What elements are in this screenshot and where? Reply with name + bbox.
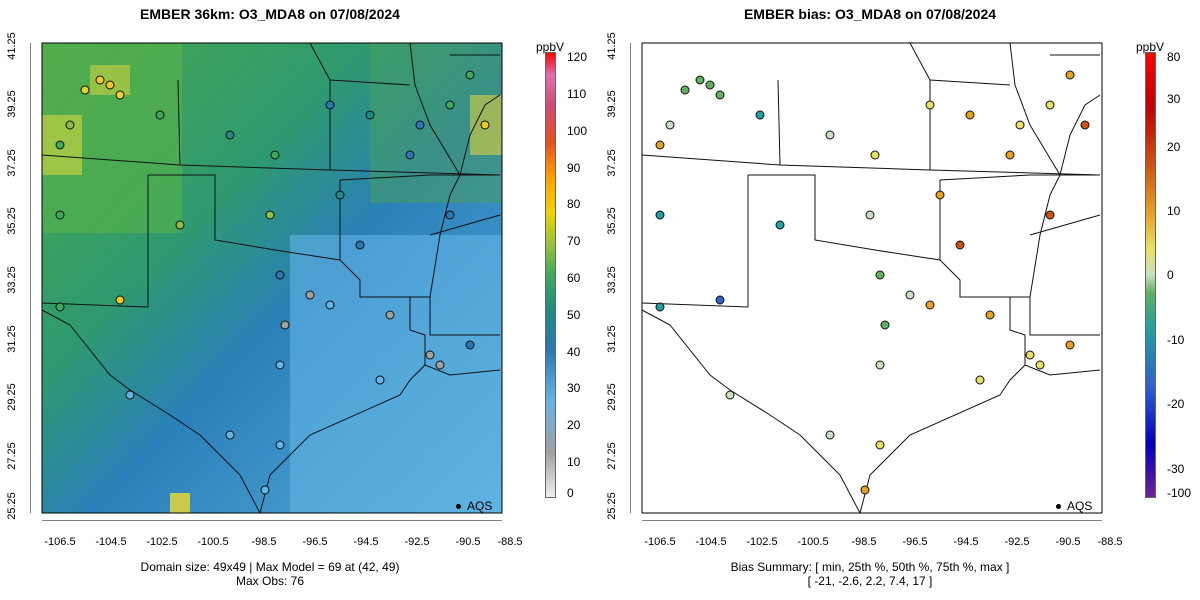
model-panel: EMBER 36km: O3_MDA8 on 07/08/2024 (6, 6, 588, 588)
lat-label: 37.25 (6, 149, 18, 177)
lat-label: 41.25 (606, 32, 618, 60)
lon-label: -92.5 (1004, 536, 1030, 548)
bias-caption-2: [ -21, -2.6, 2.2, 7.4, 17 ] (807, 574, 933, 588)
lat-label: 37.25 (606, 149, 618, 177)
colorbar-unit: ppbV (536, 40, 565, 54)
legend-aqs: AQS (1056, 499, 1092, 513)
bias-colorbar (1145, 52, 1156, 498)
colorbar-label: 70 (567, 234, 581, 248)
lat-label: 31.25 (6, 325, 18, 353)
bias-map: AQS (629, 35, 1116, 522)
colorbar-unit: ppbV (1136, 40, 1165, 54)
lon-label: -88.5 (497, 536, 523, 548)
legend-label: AQS (1067, 499, 1093, 513)
model-map-svg (29, 42, 503, 522)
aqs-sites (655, 70, 1090, 495)
lon-label: -100.5 (197, 536, 229, 548)
lon-label: -90.5 (1055, 536, 1081, 548)
lon-label: -96.5 (302, 536, 328, 548)
lon-label: -102.5 (146, 536, 178, 548)
lat-label: 25.25 (6, 492, 18, 520)
aqs-sites (55, 70, 490, 495)
model-caption-1: Domain size: 49x49 | Max Model = 69 at (… (140, 560, 400, 574)
lat-label: 31.25 (606, 325, 618, 353)
lat-label: 39.25 (6, 90, 18, 118)
colorbar-label: 100 (567, 124, 588, 138)
colorbar-label: -100 (1167, 486, 1192, 500)
bias-map-svg (629, 42, 1103, 522)
lon-label: -90.5 (455, 536, 481, 548)
lon-label: -94.5 (953, 536, 979, 548)
lon-label: -96.5 (902, 536, 928, 548)
colorbar-label: 20 (567, 418, 581, 432)
colorbar-label: 30 (567, 381, 581, 395)
colorbar-label: 90 (567, 161, 581, 175)
colorbar-label: 10 (1167, 204, 1181, 218)
bias-caption-1: Bias Summary: [ min, 25th %, 50th %, 75t… (730, 560, 1010, 574)
lon-label: -98.5 (851, 536, 877, 548)
lon-label: -94.5 (353, 536, 379, 548)
colorbar-label: -10 (1167, 333, 1185, 347)
legend-dot-icon (1056, 504, 1061, 510)
lat-label: 27.25 (606, 442, 618, 470)
lon-label: -92.5 (404, 536, 430, 548)
colorbar-label: 0 (1167, 268, 1174, 282)
lon-label: -104.5 (95, 536, 127, 548)
model-map: AQS (29, 35, 516, 522)
colorbar-label: 120 (567, 50, 588, 64)
colorbar-label: 40 (567, 345, 581, 359)
colorbar-label: 50 (567, 308, 581, 322)
lon-label: -106.5 (644, 536, 676, 548)
colorbar-label: 80 (567, 197, 581, 211)
lon-label: -100.5 (797, 536, 829, 548)
lat-label: 33.25 (606, 266, 618, 294)
legend-dot-icon (456, 504, 461, 510)
lat-label: 27.25 (6, 442, 18, 470)
legend-label: AQS (467, 499, 493, 513)
colorbar-label: 20 (1167, 140, 1181, 154)
lat-label: 29.25 (606, 383, 618, 411)
colorbar-label: 10 (567, 455, 581, 469)
lat-label: 39.25 (606, 90, 618, 118)
lon-label: -102.5 (746, 536, 778, 548)
lat-label: 25.25 (606, 492, 618, 520)
colorbar-label: 110 (567, 87, 587, 101)
model-title: EMBER 36km: O3_MDA8 on 07/08/2024 (140, 6, 400, 22)
colorbar-label: 60 (567, 271, 581, 285)
lon-label: -98.5 (251, 536, 277, 548)
colorbar-label: 30 (1167, 92, 1181, 106)
bias-panel: EMBER bias: O3_MDA8 on 07/08/2024 (600, 0, 1200, 600)
legend-aqs: AQS (456, 499, 492, 513)
colorbar-label: 80 (1167, 50, 1181, 64)
lat-label: 35.25 (6, 207, 18, 235)
colorbar-label: 0 (567, 486, 574, 500)
model-caption-2: Max Obs: 76 (235, 574, 305, 588)
model-colorbar (545, 52, 556, 498)
lat-label: 41.25 (6, 32, 18, 60)
lon-label: -106.5 (44, 536, 76, 548)
state-borders (641, 42, 1101, 514)
colorbar-label: -30 (1167, 462, 1185, 476)
state-borders (42, 43, 501, 513)
lat-label: 35.25 (606, 207, 618, 235)
bias-title: EMBER bias: O3_MDA8 on 07/08/2024 (743, 6, 997, 22)
lat-label: 29.25 (6, 383, 18, 411)
lon-label: -88.5 (1097, 536, 1123, 548)
lon-label: -104.5 (695, 536, 727, 548)
colorbar-label: -20 (1167, 397, 1185, 411)
lat-label: 33.25 (6, 266, 18, 294)
